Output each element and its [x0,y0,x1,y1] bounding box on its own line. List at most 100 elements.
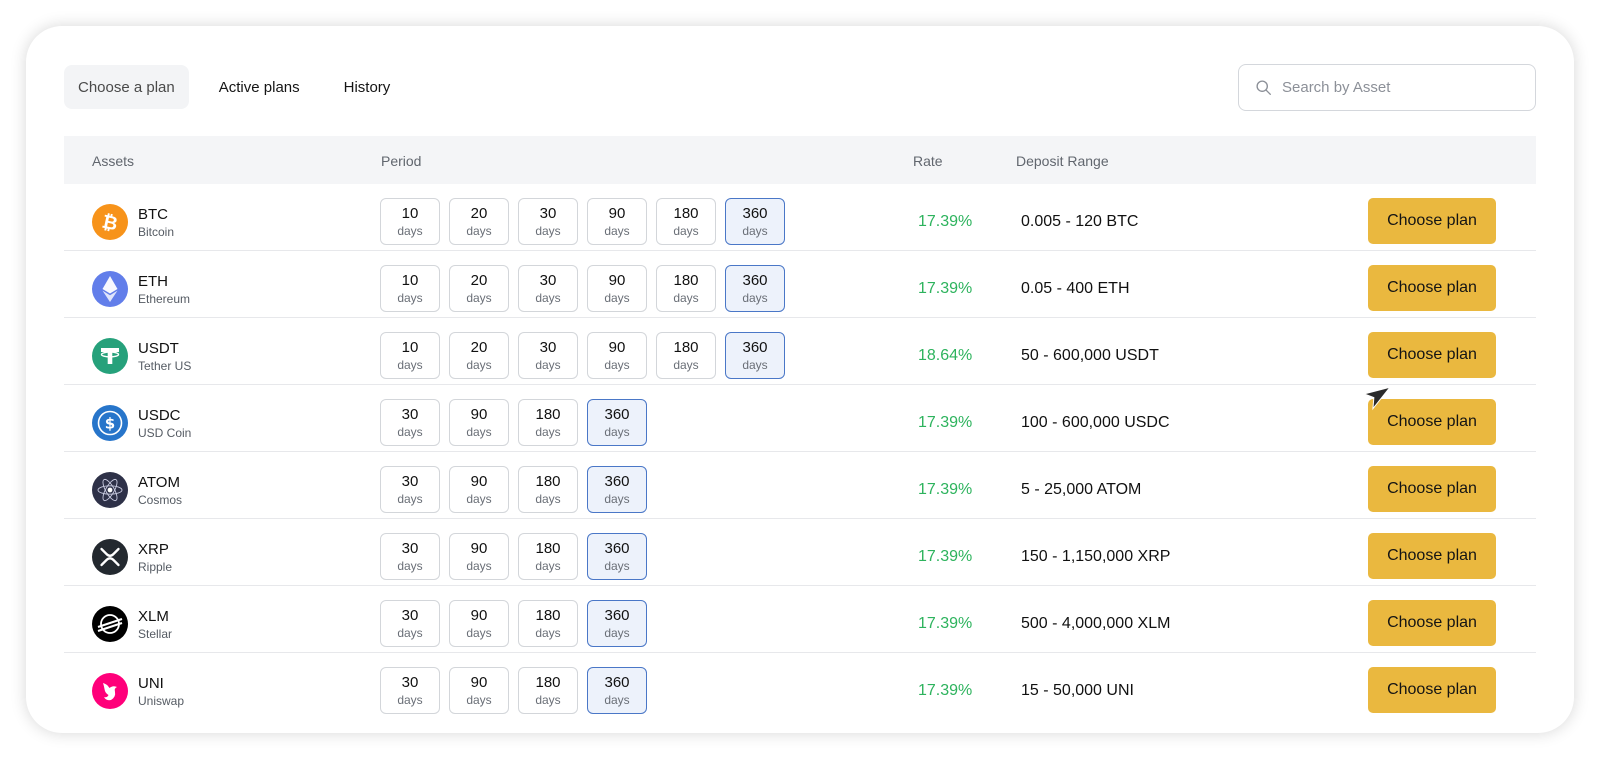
asset-ticker: USDC [138,407,181,424]
period-unit: days [742,357,768,372]
period-options: 10 days 20 days 30 days 90 days 180 days 360 days [380,332,794,379]
plans-table: Assets Period Rate Deposit Range ₿ BTC Bit… [64,136,1536,720]
period-option-180-days[interactable]: 180 days [518,466,578,513]
period-option-360-days[interactable]: 360 days [587,466,647,513]
tab-active-plans[interactable]: Active plans [218,78,300,96]
search-box[interactable] [1238,64,1536,111]
tab-history[interactable]: History [343,78,391,96]
period-option-30-days[interactable]: 30 days [518,198,578,245]
period-option-20-days[interactable]: 20 days [449,198,509,245]
period-unit: days [397,223,423,238]
period-unit: days [535,692,561,707]
period-value: 180 [535,539,561,557]
choose-plan-button[interactable]: Choose plan [1368,265,1496,311]
period-options: 10 days 20 days 30 days 90 days 180 days 360 days [380,265,794,312]
period-unit: days [466,625,492,640]
period-option-360-days[interactable]: 360 days [587,600,647,647]
period-value: 30 [401,405,419,423]
period-unit: days [535,424,561,439]
asset-ticker: UNI [138,675,164,692]
period-option-30-days[interactable]: 30 days [380,667,440,714]
period-option-30-days[interactable]: 30 days [380,466,440,513]
period-option-180-days[interactable]: 180 days [518,667,578,714]
period-value: 30 [539,271,557,289]
period-value: 90 [608,271,626,289]
period-unit: days [535,357,561,372]
rate-value: 17.39% [918,615,973,632]
choose-plan-button[interactable]: Choose plan [1368,466,1496,512]
period-options: 30 days 90 days 180 days 360 days [380,667,656,714]
choose-plan-button[interactable]: Choose plan [1368,198,1496,244]
period-option-90-days[interactable]: 90 days [449,466,509,513]
period-value: 20 [470,204,488,222]
period-option-20-days[interactable]: 20 days [449,332,509,379]
period-option-90-days[interactable]: 90 days [449,533,509,580]
period-unit: days [397,558,423,573]
period-value: 180 [673,338,699,356]
period-value: 30 [539,204,557,222]
period-option-90-days[interactable]: 90 days [587,332,647,379]
period-value: 180 [673,271,699,289]
period-option-180-days[interactable]: 180 days [518,533,578,580]
header-rate: Rate [913,153,943,169]
deposit-range-value: 0.005 - 120 BTC [1021,213,1139,230]
period-option-10-days[interactable]: 10 days [380,265,440,312]
period-option-180-days[interactable]: 180 days [656,332,716,379]
period-option-90-days[interactable]: 90 days [587,265,647,312]
period-option-90-days[interactable]: 90 days [587,198,647,245]
period-option-30-days[interactable]: 30 days [518,332,578,379]
period-option-90-days[interactable]: 90 days [449,399,509,446]
asset-ticker: ATOM [138,474,180,491]
period-option-30-days[interactable]: 30 days [380,399,440,446]
choose-plan-button[interactable]: Choose plan [1368,533,1496,579]
period-value: 180 [673,204,699,222]
period-value: 10 [401,271,419,289]
tab-choose-a-plan[interactable]: Choose a plan [64,65,189,109]
period-option-360-days[interactable]: 360 days [725,198,785,245]
period-option-360-days[interactable]: 360 days [725,332,785,379]
period-value: 360 [742,271,768,289]
period-value: 180 [535,405,561,423]
asset-name: Cosmos [138,493,183,507]
period-option-360-days[interactable]: 360 days [587,399,647,446]
table-row: UNI Uniswap 30 days 90 days 180 days 360 days 17.3… [64,653,1536,720]
period-option-360-days[interactable]: 360 days [725,265,785,312]
period-unit: days [604,223,630,238]
svg-text:$: $ [105,415,115,433]
period-option-30-days[interactable]: 30 days [518,265,578,312]
period-option-10-days[interactable]: 10 days [380,198,440,245]
rate-value: 17.39% [918,548,973,565]
deposit-range-value: 0.05 - 400 ETH [1021,280,1130,297]
period-option-180-days[interactable]: 180 days [656,265,716,312]
table-row: USDT Tether US 10 days 20 days 30 days 90 days 180… [64,318,1536,385]
asset-name: USD Coin [138,426,192,440]
period-option-360-days[interactable]: 360 days [587,533,647,580]
period-option-90-days[interactable]: 90 days [449,667,509,714]
choose-plan-button[interactable]: Choose plan [1368,667,1496,713]
rate-value: 18.64% [918,347,973,364]
period-option-180-days[interactable]: 180 days [518,600,578,647]
period-option-90-days[interactable]: 90 days [449,600,509,647]
deposit-range-value: 100 - 600,000 USDC [1021,414,1170,431]
period-option-180-days[interactable]: 180 days [656,198,716,245]
cosmos-icon [92,472,128,508]
period-option-20-days[interactable]: 20 days [449,265,509,312]
deposit-range-value: 5 - 25,000 ATOM [1021,481,1142,498]
period-option-180-days[interactable]: 180 days [518,399,578,446]
period-unit: days [535,290,561,305]
period-unit: days [397,491,423,506]
period-option-360-days[interactable]: 360 days [587,667,647,714]
asset-ticker: USDT [138,340,179,357]
choose-plan-button[interactable]: Choose plan [1368,399,1496,445]
period-unit: days [397,625,423,640]
search-input[interactable] [1282,79,1522,96]
period-option-30-days[interactable]: 30 days [380,600,440,647]
stellar-icon [92,606,128,642]
period-option-10-days[interactable]: 10 days [380,332,440,379]
deposit-range-value: 50 - 600,000 USDT [1021,347,1159,364]
period-option-30-days[interactable]: 30 days [380,533,440,580]
choose-plan-button[interactable]: Choose plan [1368,600,1496,646]
choose-plan-button[interactable]: Choose plan [1368,332,1496,378]
period-options: 30 days 90 days 180 days 360 days [380,399,656,446]
period-value: 90 [608,338,626,356]
